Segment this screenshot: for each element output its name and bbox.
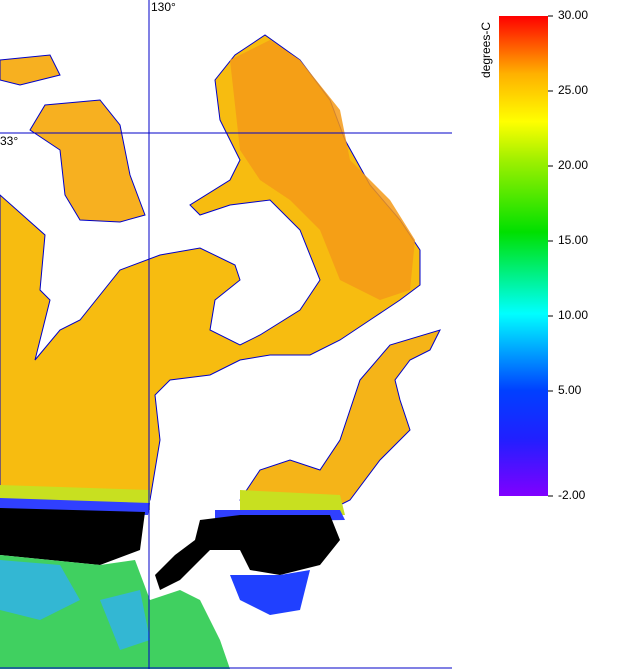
colorbar-tick-label: -2.00 bbox=[558, 488, 586, 502]
sea-region bbox=[0, 54, 61, 86]
sea-surface bbox=[0, 34, 441, 669]
sea-front bbox=[0, 485, 345, 518]
colorbar-tick-label: 10.00 bbox=[558, 308, 588, 322]
sea-cold bbox=[0, 560, 150, 650]
colorbar-tick-label: 5.00 bbox=[558, 383, 582, 397]
colorbar-tick-label: 30.00 bbox=[558, 8, 588, 22]
colorbar-tick-label: 25.00 bbox=[558, 83, 588, 97]
latitude-label: 33° bbox=[0, 134, 18, 148]
sea-region bbox=[29, 99, 146, 223]
sea-region bbox=[239, 329, 441, 521]
no-data bbox=[0, 508, 340, 590]
colorbar-tick-label: 20.00 bbox=[558, 158, 588, 172]
colorbar-scale bbox=[499, 16, 548, 496]
colorbar-tick-label: 15.00 bbox=[558, 233, 588, 247]
graticule: 130° 33° bbox=[0, 0, 452, 669]
longitude-label: 130° bbox=[151, 0, 176, 14]
sea-warm bbox=[230, 40, 415, 300]
sea-cold bbox=[230, 570, 310, 615]
colorbar: degrees-C 30.00 25.00 20.00 15.00 10.00 5.00 -… bbox=[479, 8, 588, 502]
colorbar-title: degrees-C bbox=[479, 22, 493, 78]
